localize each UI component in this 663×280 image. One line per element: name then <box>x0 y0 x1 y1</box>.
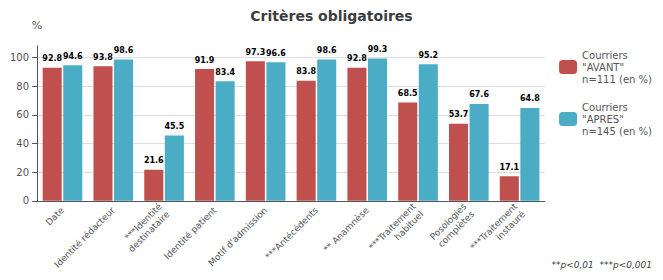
svg-text:complètes: complètes <box>436 209 477 250</box>
svg-text:100: 100 <box>10 52 29 63</box>
svg-text:***Identité: ***Identité <box>122 201 164 243</box>
svg-text:Courriers: Courriers <box>582 102 628 113</box>
svg-text:67.6: 67.6 <box>469 90 489 99</box>
svg-text:83.4: 83.4 <box>215 68 235 77</box>
svg-text:17.1: 17.1 <box>499 163 519 172</box>
svg-text:** Anamnèse: ** Anamnèse <box>322 205 371 254</box>
svg-text:53.7: 53.7 <box>449 110 469 119</box>
svg-text:destinataire: destinataire <box>126 209 171 254</box>
svg-text:98.6: 98.6 <box>317 46 337 55</box>
svg-text:60: 60 <box>16 109 29 120</box>
svg-text:21.6: 21.6 <box>144 156 164 165</box>
svg-text:40: 40 <box>16 138 29 149</box>
svg-text:Critères obligatoires: Critères obligatoires <box>250 8 412 24</box>
svg-text:**p<0,01 ***p<0,001: **p<0,01 ***p<0,001 <box>551 260 652 270</box>
svg-text:n=145 (en %): n=145 (en %) <box>582 126 652 137</box>
svg-text:97.3: 97.3 <box>245 48 265 57</box>
svg-text:64.8: 64.8 <box>520 94 540 103</box>
svg-text:20: 20 <box>16 167 29 178</box>
svg-text:Date: Date <box>44 205 67 228</box>
svg-text:83.8: 83.8 <box>296 67 316 76</box>
svg-text:98.6: 98.6 <box>114 46 134 55</box>
svg-text:***Traitement: ***Traitement <box>468 201 520 253</box>
svg-text:%: % <box>32 19 42 32</box>
svg-text:habituel: habituel <box>392 209 425 242</box>
svg-text:"APRES": "APRES" <box>582 114 624 125</box>
svg-text:94.6: 94.6 <box>63 52 83 61</box>
svg-text:68.5: 68.5 <box>398 89 418 98</box>
svg-text:***Antécédents: ***Antécédents <box>263 205 320 262</box>
svg-text:0: 0 <box>23 195 29 206</box>
svg-text:Motif d'admission: Motif d'admission <box>206 205 269 268</box>
svg-text:95.2: 95.2 <box>418 51 438 60</box>
svg-text:Posologies: Posologies <box>428 201 469 242</box>
svg-text:45.5: 45.5 <box>164 122 184 131</box>
svg-text:Identité rédacteur: Identité rédacteur <box>52 205 117 270</box>
svg-text:"AVANT": "AVANT" <box>582 62 624 73</box>
svg-text:93.8: 93.8 <box>93 53 113 62</box>
svg-text:***Traitement: ***Traitement <box>366 201 418 253</box>
svg-text:n=111 (en %): n=111 (en %) <box>582 74 652 85</box>
svg-text:99.3: 99.3 <box>368 45 388 54</box>
svg-text:instauré: instauré <box>494 209 527 242</box>
svg-text:80: 80 <box>16 81 29 92</box>
svg-text:92.8: 92.8 <box>347 54 367 63</box>
svg-text:92.8: 92.8 <box>42 54 62 63</box>
svg-text:91.9: 91.9 <box>195 56 215 65</box>
svg-text:96.6: 96.6 <box>266 49 286 58</box>
svg-text:Identité patient: Identité patient <box>162 205 219 262</box>
svg-text:Courriers: Courriers <box>582 50 628 61</box>
